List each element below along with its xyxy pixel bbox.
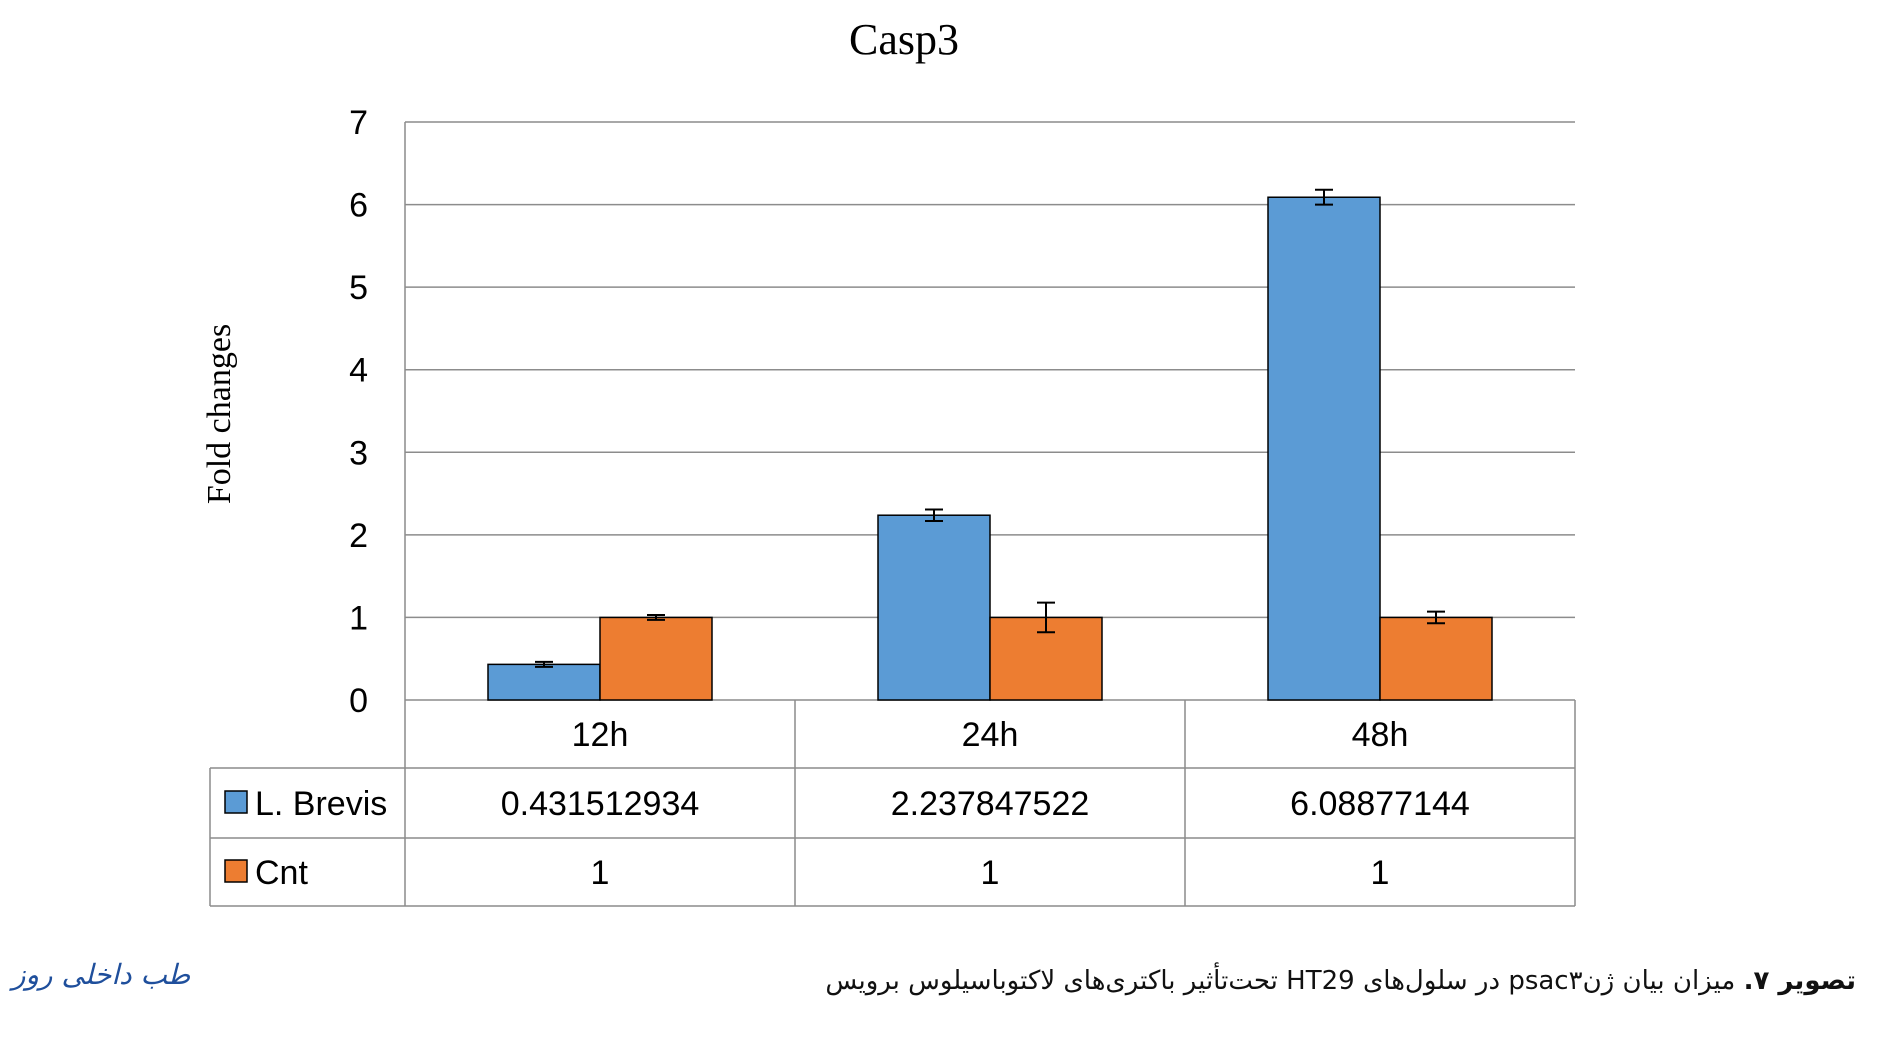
table-cell: 1 [591, 854, 610, 892]
y-tick-label: 5 [349, 269, 368, 307]
y-tick-label: 1 [349, 599, 368, 637]
x-category-label: 48h [1352, 716, 1409, 754]
table-cell: 6.08877144 [1290, 785, 1470, 823]
bar-l-brevis-12h [487, 663, 601, 701]
error-bars [535, 188, 1445, 668]
legend-swatch [224, 790, 248, 814]
journal-logo: طب داخلی روز [12, 958, 191, 991]
chart-title: Casp3 [849, 15, 959, 64]
bar-l-brevis-24h [877, 514, 991, 701]
table-cell: 1 [1371, 854, 1390, 892]
caption-text: میزان بیان ژنpsac۳ در سلول‌های HT29 تحت‌… [825, 966, 1744, 996]
y-axis-label: Fold changes [201, 324, 238, 504]
table-cell: 0.431512934 [501, 785, 700, 823]
legend-label: L. Brevis [255, 785, 387, 823]
y-tick-labels: 0 1 2 3 4 5 6 7 [349, 104, 368, 720]
table-cell: 1 [981, 854, 1000, 892]
bar-cnt-48h [1379, 616, 1493, 701]
table-cell: 2.237847522 [891, 785, 1090, 823]
bar-l-brevis-48h [1267, 196, 1381, 701]
y-tick-label: 6 [349, 187, 368, 225]
y-tick-label: 7 [349, 104, 368, 142]
caption-label: تصویر ۷. [1743, 966, 1856, 996]
legend-swatch [224, 859, 248, 883]
data-table: 12h 24h 48h L. Brevis 0.431512934 2.237847522… [209, 700, 1576, 907]
x-category-label: 12h [572, 716, 629, 754]
bars [487, 196, 1493, 701]
x-category-label: 24h [962, 716, 1019, 754]
y-tick-label: 4 [349, 352, 368, 390]
legend-label: Cnt [255, 854, 308, 892]
y-tick-label: 2 [349, 517, 368, 555]
figure-caption: تصویر ۷. میزان بیان ژنpsac۳ در سلول‌های … [356, 964, 1856, 998]
bar-cnt-12h [599, 616, 713, 701]
y-tick-label: 3 [349, 434, 368, 472]
y-tick-label: 0 [349, 682, 368, 720]
